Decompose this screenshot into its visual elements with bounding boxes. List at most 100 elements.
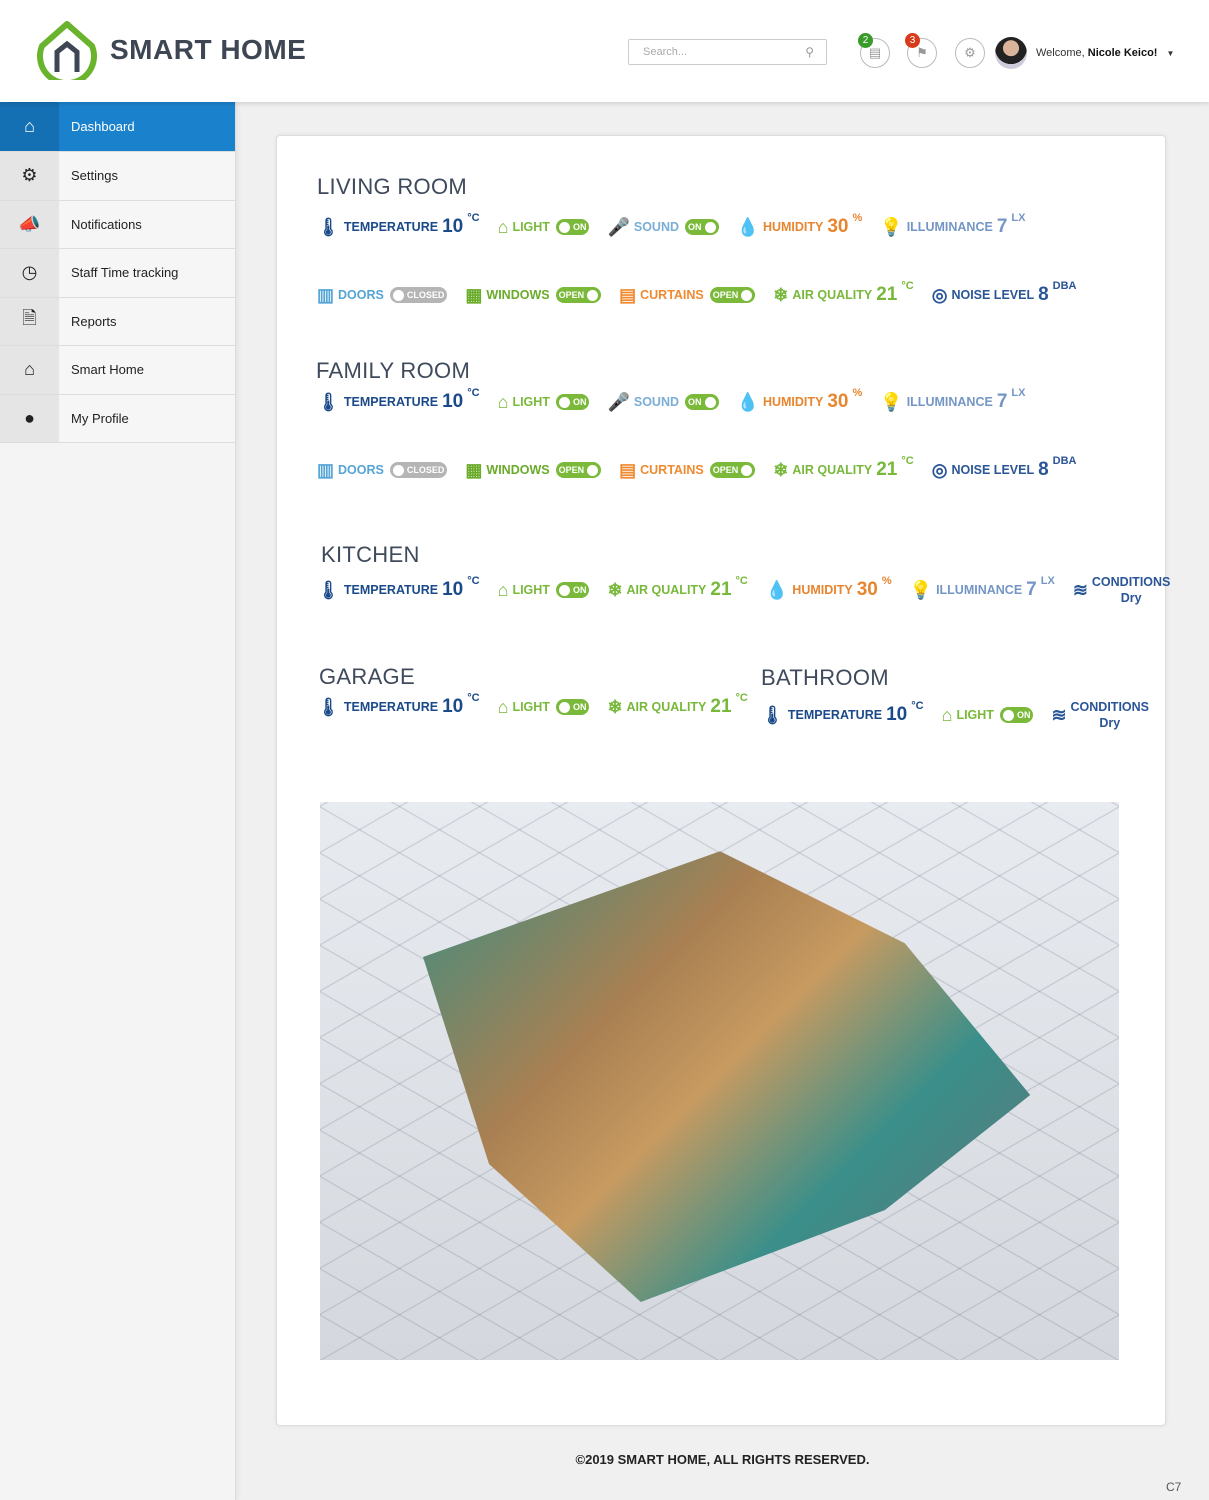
toggle-label: OPEN xyxy=(558,290,585,300)
light-toggle[interactable]: ON xyxy=(999,707,1034,723)
header: SMART HOME Search... ⚲ ▤ 2 ⚑ 3 ⚙ Welcome, N… xyxy=(0,0,1209,102)
settings-button[interactable]: ⚙ xyxy=(955,38,985,68)
conditions-icon: ≋ xyxy=(1051,704,1067,725)
toggle-label: ON xyxy=(572,702,587,712)
curtains-icon: ▤ xyxy=(619,459,637,480)
light-icon: ⌂ xyxy=(497,216,509,237)
metric-label: CURTAINS xyxy=(640,288,704,302)
metric-label: TEMPERATURE xyxy=(343,220,439,234)
sound-toggle[interactable]: ON xyxy=(685,394,719,410)
metric-unit: lx xyxy=(1040,575,1055,587)
metric-temperature: 🌡 TEMPERATURE 10 °C xyxy=(317,575,480,601)
temperature-icon: 🌡 xyxy=(317,696,340,717)
metric-sound: 🎤 SOUND ON xyxy=(607,392,719,413)
sidebar-item-smart-home[interactable]: ⌂ Smart Home xyxy=(0,346,235,395)
temperature-icon: 🌡 xyxy=(761,704,784,725)
metric-value: 21 xyxy=(876,284,898,305)
metric-unit: lx xyxy=(1011,212,1026,224)
sound-toggle[interactable]: ON xyxy=(685,219,719,235)
light-icon: ⌂ xyxy=(497,696,509,717)
illuminance-icon: 💡 xyxy=(880,216,903,237)
metric-humidity: 💧 HUMIDITY 30% xyxy=(766,575,892,601)
doors-toggle[interactable]: CLOSED xyxy=(389,287,448,303)
metric-unit: °C xyxy=(467,692,480,704)
metric-unit: °C xyxy=(467,575,480,587)
metric-air-quality: ❄ AIR QUALITY 21 °C xyxy=(773,455,913,481)
metric-temperature: 🌡 TEMPERATURE 10 °C xyxy=(317,387,480,413)
curtains-toggle[interactable]: OPEN xyxy=(709,462,756,478)
doors-toggle[interactable]: CLOSED xyxy=(389,462,448,478)
windows-icon: ▦ xyxy=(465,284,483,305)
sidebar-item-label: My Profile xyxy=(71,410,129,426)
sidebar-item-notifications[interactable]: 📣 Notifications xyxy=(0,200,235,249)
user-menu[interactable]: Welcome, Nicole Keico! ▼ xyxy=(1036,47,1174,59)
messages-button[interactable]: ▤ 2 xyxy=(858,33,890,68)
sidebar-item-reports[interactable]: 🗎 Reports xyxy=(0,297,235,346)
document-icon: 🗎 xyxy=(0,297,59,345)
search-input[interactable]: Search... ⚲ xyxy=(628,39,827,65)
sidebar-item-staff-time-tracking[interactable]: ◷ Staff Time tracking xyxy=(0,249,235,298)
metric-label: LIGHT xyxy=(512,395,550,409)
toggle-label: CLOSED xyxy=(406,290,445,300)
avatar[interactable] xyxy=(995,37,1027,69)
metrics-row: ▥ DOORS CLOSED ▦ WINDOWS OPEN ▤ CURTAINS OPEN ❄ AI… xyxy=(317,455,1095,481)
light-icon: ⌂ xyxy=(497,579,509,600)
temperature-icon: 🌡 xyxy=(317,579,340,600)
metric-illuminance: 💡 ILLUMINANCE 7 lx xyxy=(880,387,1025,413)
metric-label: TEMPERATURE xyxy=(343,700,439,714)
metric-temperature: 🌡 TEMPERATURE 10 °C xyxy=(317,212,480,238)
light-toggle[interactable]: ON xyxy=(555,699,590,715)
metric-label: TEMPERATURE xyxy=(787,708,883,722)
metric-value: 7 xyxy=(996,216,1008,237)
metric-unit: °C xyxy=(901,455,914,467)
metric-doors: ▥ DOORS CLOSED xyxy=(317,460,448,481)
room-title-bathroom: BATHROOM xyxy=(761,665,889,690)
sidebar-item-label: Staff Time tracking xyxy=(71,265,179,281)
flags-badge: 3 xyxy=(905,33,920,48)
light-toggle[interactable]: ON xyxy=(555,219,590,235)
metric-label: LIGHT xyxy=(956,708,994,722)
metric-label: NOISE LEVEL xyxy=(951,288,1035,302)
metric-label: DOORS xyxy=(338,288,384,302)
smart-home-logo-icon xyxy=(37,21,97,80)
metrics-row: 🌡 TEMPERATURE 10 °C ⌂ LIGHT ON ≋ CONDITIONS Dry xyxy=(761,699,1167,731)
metric-label: AIR QUALITY xyxy=(626,700,707,714)
sidebar-item-label: Smart Home xyxy=(71,362,144,378)
clock-icon: ◷ xyxy=(0,249,59,297)
light-toggle[interactable]: ON xyxy=(555,394,590,410)
light-toggle[interactable]: ON xyxy=(555,582,590,598)
windows-toggle[interactable]: OPEN xyxy=(555,462,602,478)
curtains-toggle[interactable]: OPEN xyxy=(709,287,756,303)
air-quality-icon: ❄ xyxy=(607,696,623,717)
room-title-garage: GARAGE xyxy=(319,664,415,689)
metric-humidity: 💧 HUMIDITY 30% xyxy=(737,387,863,413)
windows-toggle[interactable]: OPEN xyxy=(555,287,602,303)
toggle-label: OPEN xyxy=(558,465,585,475)
metric-light: ⌂ LIGHT ON xyxy=(942,705,1034,726)
flag-icon: ⚑ xyxy=(916,45,928,60)
toggle-label: ON xyxy=(572,397,587,407)
user-icon: ● xyxy=(0,394,59,442)
sidebar-item-my-profile[interactable]: ● My Profile xyxy=(0,394,235,443)
page-code: C7 xyxy=(1166,1480,1182,1494)
windows-icon: ▦ xyxy=(465,459,483,480)
metric-unit: °C xyxy=(467,212,480,224)
temperature-icon: 🌡 xyxy=(317,391,340,412)
metric-value: 21 xyxy=(876,459,898,480)
sidebar-item-settings[interactable]: ⚙ Settings xyxy=(0,152,235,201)
search-icon[interactable]: ⚲ xyxy=(805,45,814,59)
logo[interactable]: SMART HOME xyxy=(36,20,306,80)
light-icon: ⌂ xyxy=(497,391,509,412)
metric-value: 7 xyxy=(1026,579,1037,600)
sidebar-item-dashboard[interactable]: ⌂ Dashboard xyxy=(0,102,235,152)
metric-label: AIR QUALITY xyxy=(626,583,707,597)
metric-value: 21 xyxy=(710,579,732,600)
metric-light: ⌂ LIGHT ON xyxy=(498,217,590,238)
metric-value: 21 xyxy=(710,696,732,717)
toggle-label: ON xyxy=(572,585,587,595)
home-icon: ⌂ xyxy=(0,102,59,151)
room-title-kitchen: KITCHEN xyxy=(321,542,420,567)
sidebar-item-label: Dashboard xyxy=(71,119,135,134)
metric-temperature: 🌡 TEMPERATURE 10 °C xyxy=(317,692,480,718)
flags-button[interactable]: ⚑ 3 xyxy=(905,33,937,68)
